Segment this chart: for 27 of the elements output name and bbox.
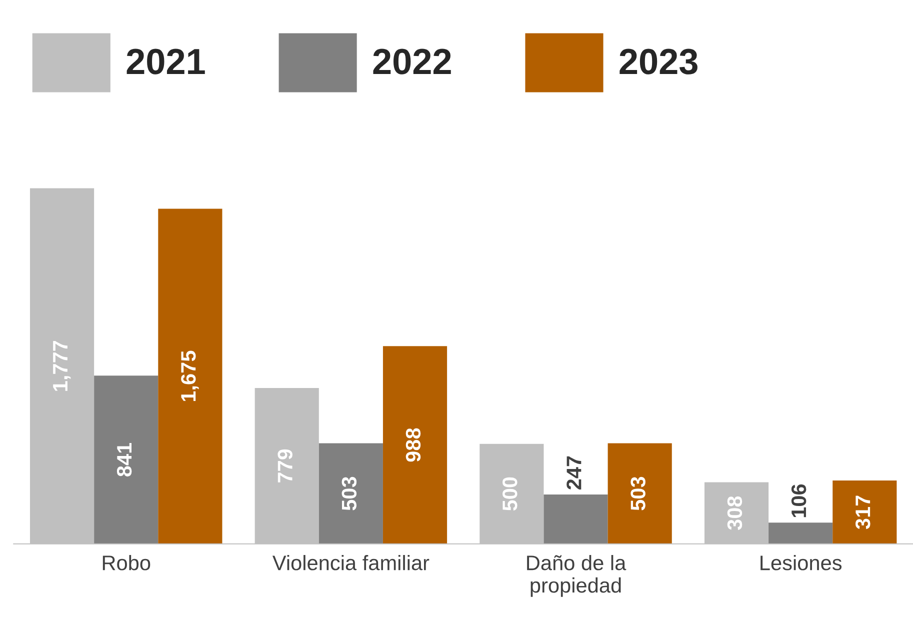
- data-label: 779: [278, 449, 292, 482]
- legend-label: 2021: [126, 48, 205, 74]
- data-label: 308: [727, 496, 742, 530]
- data-label: 1,777: [53, 340, 71, 391]
- data-label: 503: [342, 476, 357, 510]
- x-tick-label: Daño de la propiedad: [527, 554, 626, 597]
- legend-label: 2023: [620, 48, 698, 74]
- x-tick-label: Lesiones: [760, 554, 842, 570]
- data-label: 500: [502, 477, 518, 511]
- data-label: 841: [116, 442, 132, 476]
- bar: [158, 208, 222, 544]
- bar: [94, 376, 158, 544]
- x-tick-label: Robo: [102, 554, 150, 570]
- bar: [608, 443, 672, 544]
- data-label: 988: [406, 428, 421, 462]
- bar: [382, 346, 448, 544]
- data-label: 317: [856, 496, 870, 530]
- bar: [768, 522, 833, 544]
- data-label: 106: [791, 484, 806, 518]
- x-tick-label: Violencia familiar: [272, 554, 430, 570]
- legend-label: 2022: [373, 48, 451, 74]
- data-label: 503: [630, 476, 646, 510]
- bar: [832, 480, 897, 544]
- data-label: 1,675: [181, 350, 199, 402]
- data-label: 247: [566, 456, 582, 490]
- bar: [318, 443, 383, 544]
- bar: [544, 494, 608, 544]
